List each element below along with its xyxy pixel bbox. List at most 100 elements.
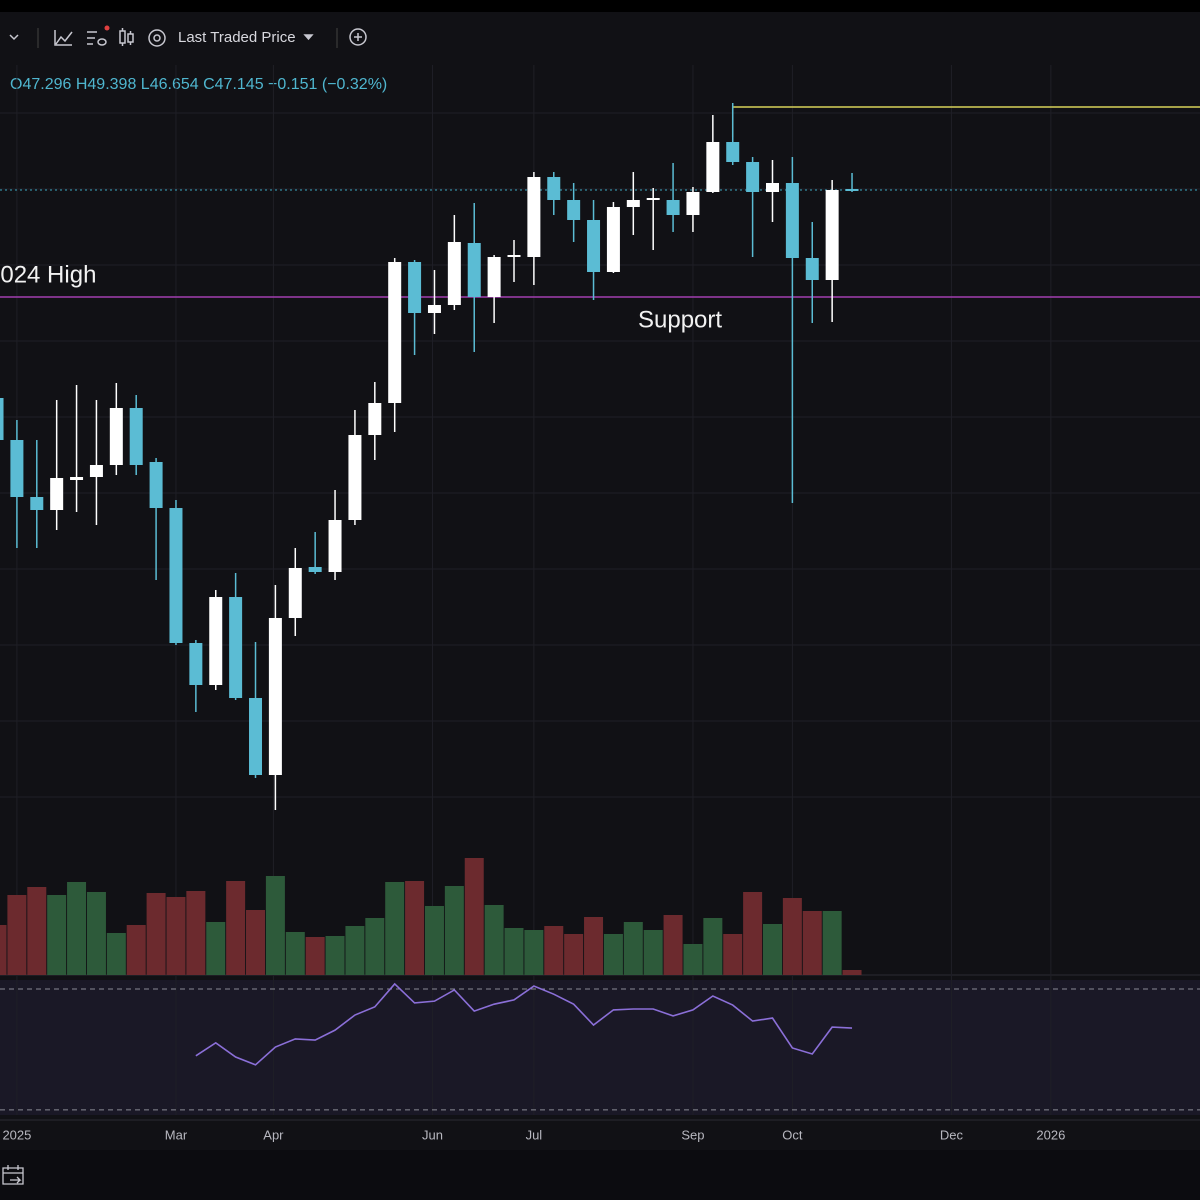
dropdown-icon[interactable] [9, 34, 19, 41]
volume-bar [464, 858, 484, 975]
candle-body [70, 477, 84, 480]
candle-body [427, 305, 441, 313]
indicator-icon[interactable] [54, 30, 73, 46]
price-source[interactable]: Last Traded Price [178, 29, 296, 46]
candle-body [109, 408, 123, 465]
open-label: O47.296 [10, 76, 71, 93]
candle-body [447, 242, 461, 305]
candle [746, 157, 760, 257]
candle [845, 173, 859, 192]
candle [765, 160, 779, 222]
x-tick-label: Sep [681, 1127, 704, 1142]
candle [686, 187, 700, 232]
candle-body [408, 262, 422, 313]
candle-body [666, 200, 680, 215]
candle [646, 188, 660, 250]
candle [288, 548, 302, 636]
candle-body [209, 597, 223, 685]
candle [268, 585, 282, 810]
candle-body [348, 435, 362, 520]
dropdown-icon[interactable] [303, 34, 314, 41]
volume-bar [285, 932, 305, 975]
volume-bar [265, 876, 285, 975]
template-icon[interactable] [87, 31, 107, 46]
candle-body [567, 200, 581, 220]
candle-body [288, 568, 302, 618]
candle [348, 410, 362, 525]
candle [447, 215, 461, 310]
candle [70, 385, 84, 512]
volume-bar [544, 926, 564, 975]
volume-bar [703, 918, 723, 975]
candle-body [587, 220, 601, 272]
candle [467, 203, 481, 352]
candle [706, 115, 720, 193]
volume-bar [822, 911, 842, 975]
candle-body [825, 190, 839, 280]
candle [507, 240, 521, 282]
annotation: 2024 High [0, 261, 96, 288]
candle-body [527, 177, 541, 257]
candle-body [368, 403, 382, 435]
candle-body [30, 497, 44, 510]
candle-body [845, 189, 859, 191]
candle [726, 103, 740, 165]
volume-bar [206, 922, 226, 975]
candle [50, 400, 64, 530]
volume-bar [762, 924, 782, 975]
volume-bar [524, 930, 544, 975]
candle [89, 400, 103, 525]
candle [567, 183, 581, 242]
candle [229, 573, 243, 700]
volume-bar [305, 937, 325, 975]
volume-bar [782, 898, 802, 975]
volume-bar [146, 893, 166, 975]
volume-bar [405, 881, 425, 975]
candle [0, 398, 4, 440]
date-range-icon[interactable] [2, 1165, 24, 1185]
candle-body [547, 177, 561, 200]
change-label: −0.151 (−0.32%) [268, 76, 387, 93]
volume-bar [246, 910, 266, 975]
candle-body [507, 255, 521, 257]
candle-body [706, 142, 720, 192]
candle [328, 490, 342, 580]
candle-body [765, 183, 779, 192]
x-tick-label: 2026 [1036, 1127, 1065, 1142]
candle [189, 640, 203, 712]
settings-icon[interactable] [148, 29, 166, 47]
candle-body [785, 183, 799, 258]
candle [209, 590, 223, 690]
volume-bar [226, 881, 246, 975]
candle-body [606, 207, 620, 272]
candle-type-icon[interactable] [119, 28, 134, 46]
candle-body [746, 162, 760, 192]
low-label: L46.654 [141, 76, 199, 93]
candle-body [646, 198, 660, 200]
candle-body [388, 262, 402, 403]
candle [626, 172, 640, 235]
volume-bar [27, 887, 47, 975]
candle-body [169, 508, 183, 643]
x-tick-label: Dec [940, 1127, 964, 1142]
volume-bar [126, 925, 146, 975]
candle [666, 163, 680, 232]
volume-bar [186, 891, 206, 975]
candle-body [189, 643, 203, 685]
candle [30, 440, 44, 548]
annotation: Support [638, 306, 722, 333]
high-label: H49.398 [76, 76, 137, 93]
candle [527, 172, 541, 285]
candle [249, 642, 263, 778]
volume-bar [0, 925, 7, 975]
candle-body [686, 192, 700, 215]
candle [547, 172, 561, 215]
add-icon[interactable] [349, 28, 367, 46]
volume-bar [385, 882, 405, 975]
candle [169, 500, 183, 645]
candle-body [308, 567, 322, 572]
volume-bar [47, 895, 67, 975]
volume-bar [424, 906, 444, 975]
volume-bar [802, 911, 822, 975]
volume-bar [86, 892, 106, 975]
